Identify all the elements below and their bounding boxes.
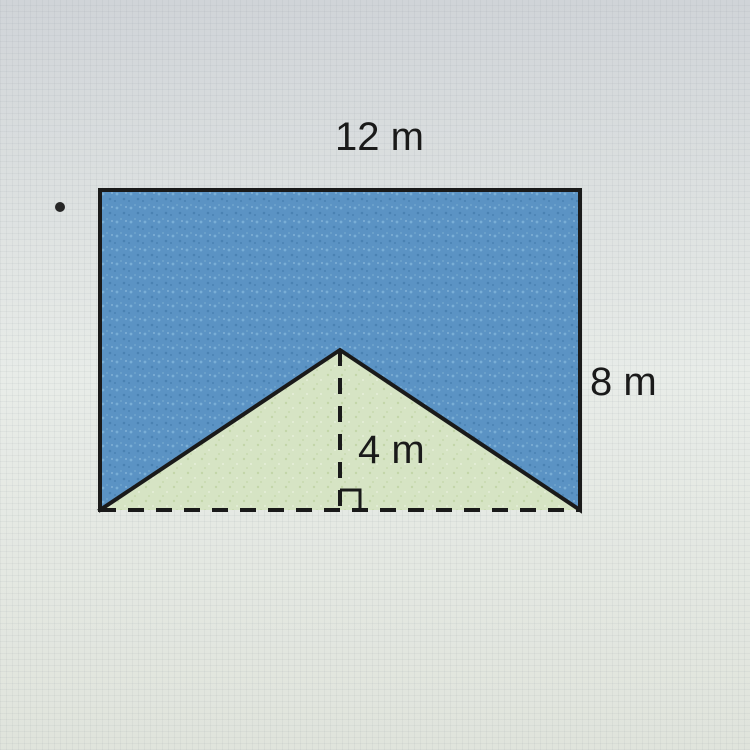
figure-svg bbox=[80, 170, 640, 590]
triangle-height-label: 4 m bbox=[358, 428, 425, 473]
height-label: 8 m bbox=[590, 360, 657, 405]
width-label: 12 m bbox=[335, 115, 424, 160]
list-bullet bbox=[55, 202, 65, 212]
geometry-figure: 12 m 8 m 4 m bbox=[80, 170, 640, 590]
